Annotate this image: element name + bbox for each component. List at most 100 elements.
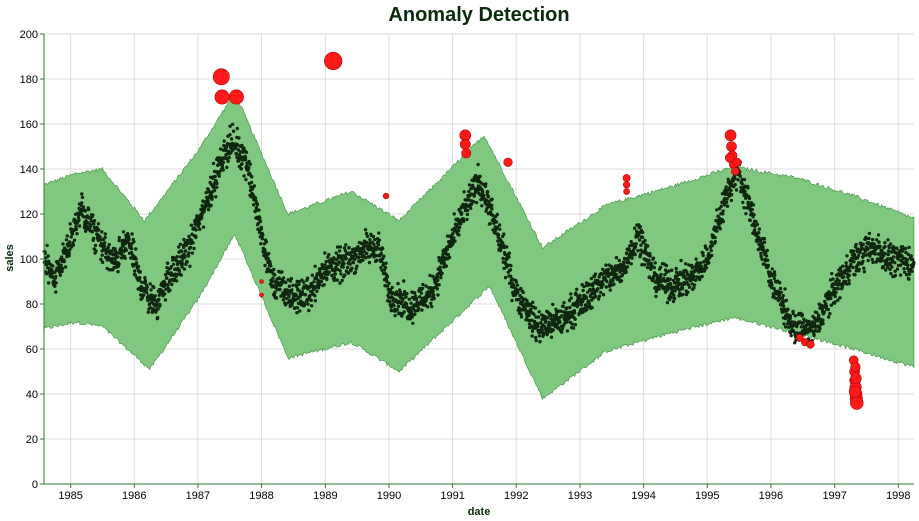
data-point <box>63 265 68 269</box>
data-point <box>494 220 499 224</box>
data-point <box>134 247 138 251</box>
data-point <box>862 270 867 274</box>
data-point <box>852 253 857 257</box>
data-point <box>590 305 594 310</box>
data-point <box>571 326 576 330</box>
data-point <box>490 203 494 208</box>
data-point <box>200 214 204 218</box>
data-point <box>817 313 821 317</box>
data-point <box>351 261 356 265</box>
data-point <box>402 290 407 294</box>
data-point <box>594 294 598 299</box>
data-point <box>229 137 234 141</box>
data-point <box>558 320 562 324</box>
data-point <box>60 269 64 274</box>
data-point <box>108 251 112 256</box>
data-point <box>663 272 667 277</box>
axes: 0 20 40 60 80 100 120 140 160 180 200 1985 1986 1987 1… <box>20 29 914 502</box>
data-point <box>174 275 178 279</box>
data-point <box>664 279 668 283</box>
data-point <box>757 227 762 231</box>
data-point <box>297 279 301 284</box>
data-point <box>772 270 777 274</box>
data-point <box>266 256 270 261</box>
data-point <box>70 232 75 236</box>
data-point <box>309 298 313 303</box>
anomaly-point <box>459 138 471 150</box>
data-point <box>429 301 433 306</box>
data-point <box>180 265 184 269</box>
data-point <box>521 290 525 295</box>
data-point <box>754 219 758 224</box>
data-point <box>404 295 408 299</box>
data-point <box>295 285 299 289</box>
data-point <box>345 265 350 270</box>
data-point <box>578 293 582 298</box>
data-point <box>96 222 101 226</box>
data-point <box>404 302 409 306</box>
data-point <box>432 293 436 297</box>
data-point <box>507 255 511 259</box>
data-point <box>537 334 542 338</box>
data-point <box>367 260 372 265</box>
anomaly-point <box>259 279 264 284</box>
data-point <box>444 264 448 268</box>
data-point <box>681 292 685 297</box>
data-point <box>824 304 829 308</box>
data-point <box>268 259 272 264</box>
data-point <box>353 257 357 261</box>
data-point <box>674 266 678 271</box>
data-point <box>478 174 482 178</box>
data-point <box>317 283 322 287</box>
data-point <box>186 254 191 258</box>
data-point <box>180 259 184 263</box>
data-point <box>540 328 544 333</box>
data-point <box>228 133 232 137</box>
data-point <box>127 235 131 239</box>
data-point <box>510 298 514 303</box>
data-point <box>145 291 149 295</box>
data-point <box>456 228 461 233</box>
data-point <box>342 246 347 250</box>
anomaly-point <box>382 192 390 200</box>
data-point <box>817 329 821 333</box>
data-point <box>658 275 662 279</box>
data-point <box>92 222 96 226</box>
data-point <box>879 259 884 263</box>
data-point <box>761 262 765 266</box>
data-point <box>713 235 717 240</box>
data-point <box>379 266 383 270</box>
data-point <box>523 307 527 311</box>
data-point <box>364 231 369 236</box>
data-point <box>277 276 281 280</box>
data-point <box>315 289 319 293</box>
data-point <box>559 309 563 313</box>
data-point <box>721 212 725 216</box>
data-point <box>847 278 851 283</box>
data-point <box>582 284 586 289</box>
data-point <box>896 257 900 261</box>
data-point <box>337 249 342 253</box>
data-point <box>650 264 654 268</box>
data-point <box>547 320 551 325</box>
data-point <box>519 312 523 317</box>
data-point <box>508 268 513 272</box>
data-point <box>138 276 142 280</box>
data-point <box>145 285 149 289</box>
data-point <box>519 286 523 291</box>
data-point <box>840 264 845 268</box>
data-point <box>472 194 476 198</box>
data-point <box>770 283 774 287</box>
data-point <box>280 270 284 274</box>
data-point <box>130 232 134 236</box>
data-point <box>738 174 742 178</box>
y-tick-label: 20 <box>26 434 38 446</box>
data-point <box>891 255 896 259</box>
data-point <box>239 167 243 171</box>
data-point <box>325 277 329 282</box>
data-point <box>734 188 739 192</box>
data-point <box>538 340 542 344</box>
data-point <box>779 307 784 311</box>
data-point <box>313 264 317 268</box>
x-tick-label: 1989 <box>313 490 337 502</box>
